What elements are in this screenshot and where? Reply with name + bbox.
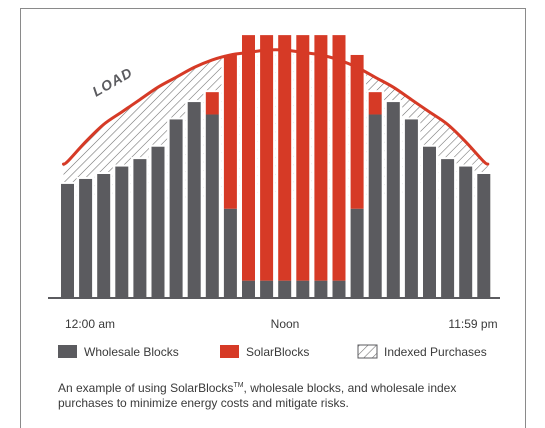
solar-bar-11 — [242, 35, 255, 281]
x-tick-label: 11:59 pm — [448, 317, 497, 331]
solar-bar-16 — [333, 35, 346, 281]
trademark-mark: TM — [233, 382, 243, 389]
wholesale-bar-18 — [369, 114, 382, 298]
solar-bar-18 — [369, 92, 382, 114]
wholesale-bar-14 — [296, 281, 309, 298]
x-tick-label: 12:00 am — [65, 317, 115, 331]
wholesale-bar-24 — [477, 174, 490, 298]
wholesale-bar-9 — [206, 114, 219, 298]
wholesale-bar-1 — [61, 184, 74, 298]
solar-bar-15 — [314, 35, 327, 281]
solar-bar-12 — [260, 35, 273, 281]
solar-bar-14 — [296, 35, 309, 281]
wholesale-bar-12 — [260, 281, 273, 298]
x-tick-label: Noon — [271, 317, 300, 331]
wholesale-bar-2 — [79, 179, 92, 298]
wholesale-bar-19 — [387, 102, 400, 298]
wholesale-bar-16 — [333, 281, 346, 298]
solar-bar-9 — [206, 92, 219, 114]
wholesale-bar-23 — [459, 167, 472, 298]
legend-label-3: Indexed Purchases — [384, 345, 487, 359]
wholesale-bar-17 — [351, 209, 364, 298]
wholesale-bar-5 — [133, 159, 146, 298]
legend: Wholesale Blocks SolarBlocks Indexed Purch… — [58, 345, 487, 359]
solar-bar-13 — [278, 35, 291, 281]
wholesale-bar-10 — [224, 209, 237, 298]
legend-label-1: Wholesale Blocks — [84, 345, 179, 359]
caption-text-pre: An example of using SolarBlocks — [58, 381, 233, 395]
x-tick-labels: 12:00 am Noon 11:59 pm — [65, 317, 498, 331]
wholesale-bar-3 — [97, 174, 110, 298]
solar-bar-17 — [351, 55, 364, 209]
legend-swatch-3 — [358, 345, 377, 358]
wholesale-bar-13 — [278, 281, 291, 298]
wholesale-bar-6 — [152, 147, 165, 298]
load-label: LOAD — [90, 64, 136, 100]
wholesale-bar-8 — [188, 102, 201, 298]
wholesale-bar-4 — [115, 167, 128, 298]
wholesale-bar-7 — [170, 119, 183, 298]
legend-swatch-2 — [220, 345, 239, 358]
wholesale-bar-15 — [314, 281, 327, 298]
legend-swatch-1 — [58, 345, 77, 358]
wholesale-bar-22 — [441, 159, 454, 298]
solar-bar-10 — [224, 55, 237, 209]
wholesale-bar-20 — [405, 119, 418, 298]
legend-label-2: SolarBlocks — [246, 345, 309, 359]
figure-caption: An example of using SolarBlocksTM, whole… — [58, 378, 478, 411]
wholesale-bar-11 — [242, 281, 255, 298]
wholesale-bar-21 — [423, 147, 436, 298]
